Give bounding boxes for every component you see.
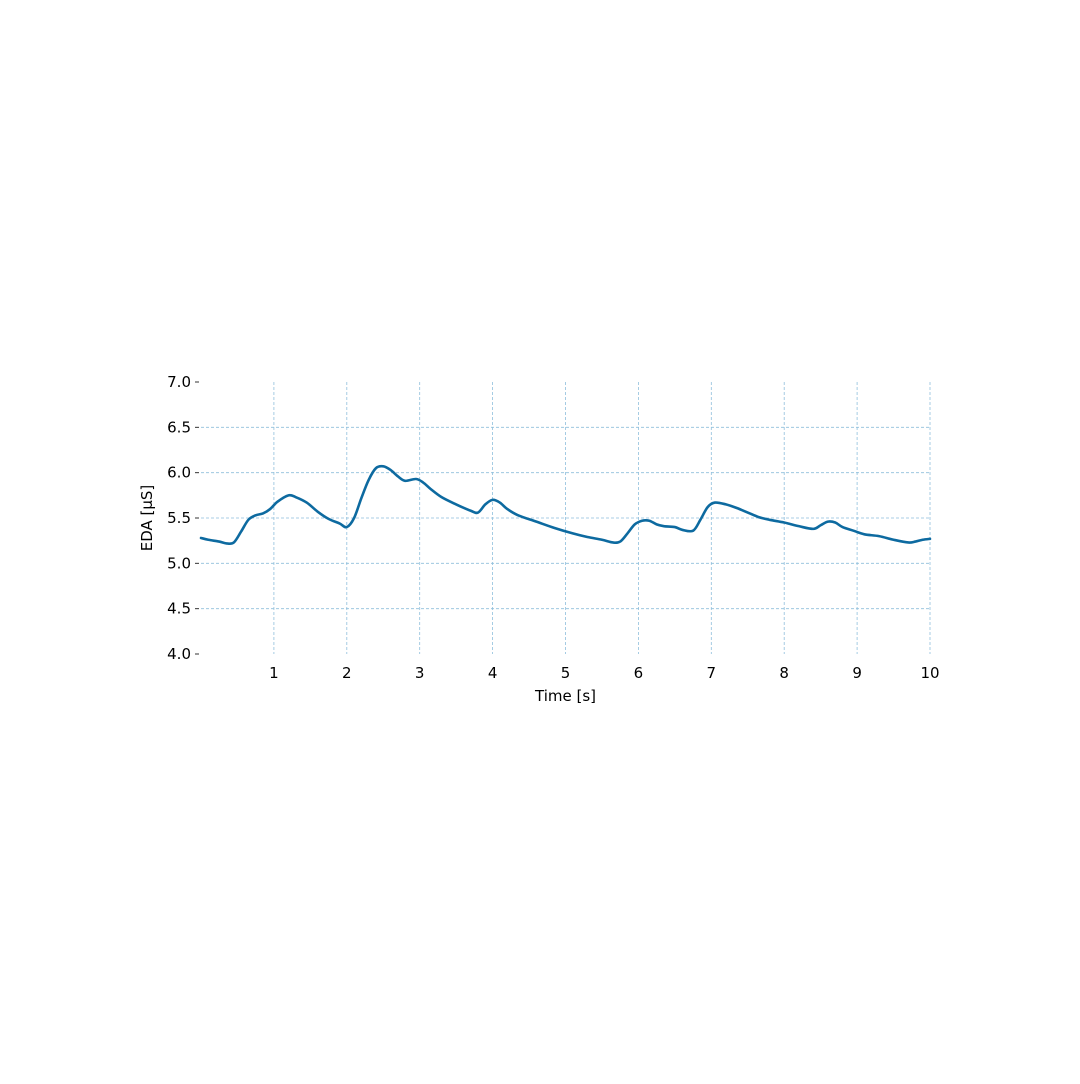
x-tick-label: 7 bbox=[707, 664, 717, 682]
x-tick-label: 10 bbox=[920, 664, 939, 682]
x-tick-label: 6 bbox=[634, 664, 644, 682]
x-tick-label: 9 bbox=[852, 664, 862, 682]
y-axis-label: EDA [μS] bbox=[138, 485, 156, 552]
grid bbox=[201, 382, 931, 654]
y-tick-label: 4.0 bbox=[167, 645, 191, 663]
x-axis: 1 2 3 4 5 6 7 8 9 10 bbox=[269, 664, 939, 682]
x-tick-label: 5 bbox=[561, 664, 571, 682]
x-tick-label: 8 bbox=[779, 664, 789, 682]
y-tick-label: 4.5 bbox=[167, 600, 191, 618]
y-tick-label: 5.5 bbox=[167, 509, 191, 527]
y-tick-label: 5.0 bbox=[167, 554, 191, 572]
y-tick-label: 6.0 bbox=[167, 464, 191, 482]
x-tick-label: 4 bbox=[488, 664, 498, 682]
y-tick-label: 6.5 bbox=[167, 418, 191, 436]
x-axis-label: Time [s] bbox=[534, 687, 596, 705]
x-tick-label: 2 bbox=[342, 664, 352, 682]
x-tick-label: 3 bbox=[415, 664, 425, 682]
eda-series-line bbox=[199, 464, 932, 546]
y-axis: 4.0 4.5 5.0 5.5 6.0 6.5 7.0 bbox=[167, 373, 199, 663]
y-tick-label: 7.0 bbox=[167, 373, 191, 391]
x-tick-label: 1 bbox=[269, 664, 279, 682]
